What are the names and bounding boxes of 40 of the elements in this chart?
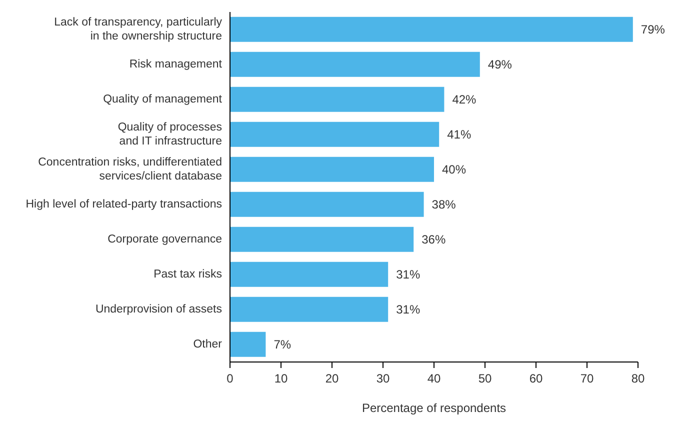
y-tick-label: Lack of transparency, particularly in the ownership structure (54, 16, 222, 43)
bar (230, 332, 266, 357)
x-tick-label: 80 (631, 372, 645, 386)
bar (230, 52, 480, 77)
data-label: 49% (488, 58, 512, 72)
bar (230, 86, 444, 112)
bar (230, 16, 633, 42)
x-tick-label: 10 (274, 372, 288, 386)
data-label: 31% (396, 302, 420, 317)
x-tick-label: 70 (580, 372, 594, 386)
y-tick-label: Concentration risks, undifferentiated services/client database (38, 156, 222, 183)
y-tick-label: High level of related-party transactions (26, 198, 222, 211)
data-label: 31% (396, 268, 420, 282)
y-tick-label: Past tax risks (154, 268, 222, 281)
x-axis-title: Percentage of respondents (362, 401, 506, 415)
data-label: 7% (274, 338, 292, 352)
x-tick-label: 60 (529, 372, 543, 386)
data-label: 79% (640, 22, 666, 37)
x-tick-label: 20 (325, 372, 339, 386)
data-label: 36% (422, 232, 446, 247)
data-label: 38% (432, 198, 456, 212)
y-tick-label: Quality of processes and IT infrastructure (118, 122, 222, 148)
data-label: 42% (452, 92, 477, 107)
x-tick-label: 0 (226, 372, 234, 386)
x-tick-label: 50 (478, 372, 492, 386)
x-tick-label: 40 (427, 372, 441, 386)
y-tick-label: Quality of management (103, 94, 223, 106)
y-tick-label: Other (193, 338, 222, 351)
data-label: 41% (447, 128, 472, 142)
data-label: 40% (442, 162, 466, 177)
bar (230, 226, 414, 252)
bar (230, 192, 424, 217)
y-tick-label: Corporate governance (108, 234, 222, 246)
bar (230, 156, 434, 182)
bar (230, 262, 388, 287)
bar (230, 122, 440, 147)
bar (230, 296, 388, 322)
y-tick-label: Risk management (129, 58, 223, 71)
y-tick-label: Underprovision of assets (95, 304, 222, 316)
x-tick-label: 30 (376, 372, 390, 386)
